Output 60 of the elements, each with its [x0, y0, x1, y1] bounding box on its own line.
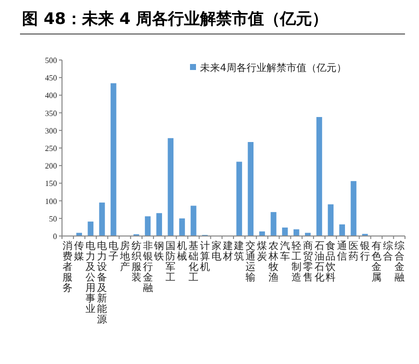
- chart-title: 图 48：未来 4 周各行业解禁市值（亿元）: [22, 9, 328, 28]
- bar: [156, 213, 162, 236]
- bar: [328, 204, 334, 236]
- x-tick-label: 家电: [211, 240, 222, 262]
- bar: [99, 202, 105, 236]
- bar: [248, 142, 254, 236]
- x-tick-label: 通信: [337, 240, 348, 262]
- x-tick-label: 综合: [382, 240, 393, 262]
- y-tick-label: 350: [45, 108, 57, 118]
- y-tick-label: 300: [45, 126, 57, 136]
- y-tick-label: 150: [45, 179, 57, 188]
- y-tick-label: 400: [45, 91, 57, 100]
- y-tick-label: 100: [45, 196, 57, 206]
- y-tick-label: 450: [45, 74, 57, 83]
- bar: [190, 206, 196, 236]
- x-tick-label: 国防军工: [166, 241, 176, 284]
- x-tick-label: 钢铁: [153, 241, 164, 262]
- bar: [144, 216, 151, 236]
- x-tick-label: 基础化工: [187, 240, 198, 284]
- x-tick-label: 电力及公用事业: [86, 240, 96, 315]
- x-tick-label: 交通运输: [246, 240, 256, 284]
- x-tick-label: 纺织服装: [131, 240, 142, 284]
- bar: [179, 218, 185, 236]
- x-tick-label: 商贸零售: [302, 240, 313, 284]
- x-tick-label: 煤炭: [257, 240, 268, 262]
- bar: [236, 162, 242, 236]
- bar: [282, 228, 288, 236]
- legend-label: 未来4周各行业解禁市值（亿元）: [200, 62, 346, 74]
- x-tick-label: 轻工制造: [291, 240, 302, 284]
- x-tick-label: 建筑: [233, 240, 244, 262]
- y-tick-label: 0: [53, 232, 57, 241]
- x-tick-label: 食品饮料: [324, 240, 336, 284]
- x-tick-label: 银行: [358, 241, 370, 262]
- x-tick-label: 建材: [222, 240, 233, 262]
- x-tick-label: 石油石化: [314, 241, 324, 284]
- x-tick-label: 汽车: [280, 240, 290, 262]
- y-tick-label: 500: [45, 56, 57, 65]
- x-tick-label: 医药: [348, 241, 359, 262]
- x-tick-label: 农林牧渔: [268, 241, 279, 284]
- bar: [259, 231, 265, 236]
- x-tick-label: 电力设备及新能源: [97, 240, 108, 326]
- x-tick-label: 计算机: [200, 240, 210, 273]
- x-tick-label: 综合金融: [394, 240, 404, 284]
- x-tick-label: 传媒: [74, 241, 84, 262]
- bar: [316, 117, 322, 236]
- bar: [270, 212, 276, 236]
- bar: [350, 181, 356, 236]
- bar: [168, 138, 174, 236]
- y-tick-label: 200: [45, 162, 57, 171]
- y-tick-label: 250: [45, 144, 57, 153]
- x-tick-label: 房地产: [118, 240, 130, 273]
- bar: [110, 83, 116, 236]
- x-tick-label: 电子: [108, 240, 118, 262]
- x-tick-label: 消费者服务: [62, 240, 73, 294]
- x-tick-label: 机械: [177, 240, 188, 262]
- y-tick-label: 50: [49, 214, 57, 224]
- x-tick-label: 非银行金融: [142, 240, 153, 294]
- bar: [339, 224, 345, 236]
- bar: [88, 222, 94, 236]
- x-tick-label: 有色金属: [371, 240, 382, 284]
